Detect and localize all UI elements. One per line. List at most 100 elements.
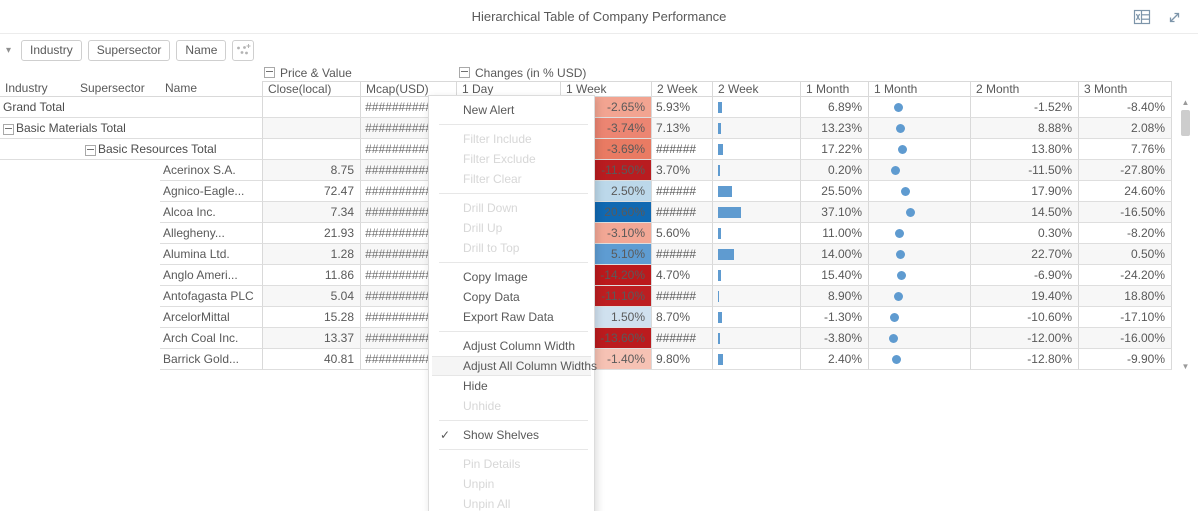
cell-1-month[interactable]: 2.40% xyxy=(800,349,868,370)
cell-name[interactable]: Alumina Ltd. xyxy=(0,244,262,265)
cell-name[interactable]: Basic Materials Total xyxy=(0,118,262,139)
cell-name[interactable]: Agnico-Eagle... xyxy=(0,181,262,202)
cell-mcap-usd[interactable]: ########## xyxy=(360,139,456,160)
menu-item-show-shelves[interactable]: Show Shelves ✓ xyxy=(429,425,594,445)
cell-3-month[interactable]: 2.08% xyxy=(1078,118,1172,139)
cell-2-week-bar[interactable] xyxy=(712,328,800,349)
cell-close-local[interactable]: 13.37 xyxy=(262,328,360,349)
cell-2-month[interactable]: 13.80% xyxy=(970,139,1078,160)
cell-name[interactable]: ArcelorMittal xyxy=(0,307,262,328)
cell-1-month-dot[interactable] xyxy=(868,286,970,307)
cell-close-local[interactable]: 11.86 xyxy=(262,265,360,286)
cell-name[interactable]: Arch Coal Inc. xyxy=(0,328,262,349)
menu-item-copy-data[interactable]: Copy Data xyxy=(463,290,520,304)
cell-1-month[interactable]: -3.80% xyxy=(800,328,868,349)
scroll-up-icon[interactable]: ▲ xyxy=(1181,98,1190,107)
cell-2-week[interactable]: ###### xyxy=(651,139,712,160)
column-header-name-2[interactable]: Name xyxy=(160,81,262,97)
cell-mcap-usd[interactable]: ########## xyxy=(360,349,456,370)
cell-1-month[interactable]: 8.90% xyxy=(800,286,868,307)
cell-2-month[interactable]: 17.90% xyxy=(970,181,1078,202)
cell-2-month[interactable]: 14.50% xyxy=(970,202,1078,223)
cell-1-month[interactable]: -1.30% xyxy=(800,307,868,328)
cell-mcap-usd[interactable]: ########## xyxy=(360,307,456,328)
cell-close-local[interactable]: 5.04 xyxy=(262,286,360,307)
cell-close-local[interactable] xyxy=(262,139,360,160)
excel-export-icon[interactable] xyxy=(1132,8,1152,26)
cell-1-month-dot[interactable] xyxy=(868,223,970,244)
column-header-industry-0[interactable]: Industry xyxy=(0,81,75,97)
cell-2-week-bar[interactable] xyxy=(712,202,800,223)
menu-item-export-raw-data[interactable]: Export Raw Data xyxy=(463,310,554,324)
cell-name[interactable]: Basic Resources Total xyxy=(0,139,262,160)
cell-2-week-bar[interactable] xyxy=(712,97,800,118)
scrollbar-thumb[interactable] xyxy=(1181,110,1190,136)
cell-2-month[interactable]: 19.40% xyxy=(970,286,1078,307)
cell-name[interactable]: Grand Total xyxy=(0,97,262,118)
cell-close-local[interactable]: 1.28 xyxy=(262,244,360,265)
menu-item-adjust-column-width[interactable]: Adjust Column Width xyxy=(463,339,576,353)
cell-1-month-dot[interactable] xyxy=(868,307,970,328)
cell-mcap-usd[interactable]: ########## xyxy=(360,97,456,118)
cell-2-week[interactable]: 3.70% xyxy=(651,160,712,181)
column-header-2-week-8[interactable]: 2 Week xyxy=(712,81,800,97)
cell-1-month[interactable]: 13.23% xyxy=(800,118,868,139)
cell-close-local[interactable]: 7.34 xyxy=(262,202,360,223)
menu-item-new-alert[interactable]: New Alert xyxy=(463,103,515,117)
shelf-chip-supersector[interactable]: Supersector xyxy=(87,39,171,61)
table-row[interactable]: ArcelorMittal 15.28 ########## 1.50% 8.70% -1… xyxy=(0,307,1172,328)
cell-2-month[interactable]: -6.90% xyxy=(970,265,1078,286)
cell-2-month[interactable]: -12.00% xyxy=(970,328,1078,349)
cell-3-month[interactable]: -16.00% xyxy=(1078,328,1172,349)
cell-2-week-bar[interactable] xyxy=(712,118,800,139)
cell-2-week-bar[interactable] xyxy=(712,139,800,160)
cell-1-month-dot[interactable] xyxy=(868,97,970,118)
cell-name[interactable]: Allegheny... xyxy=(0,223,262,244)
cell-1-month[interactable]: 14.00% xyxy=(800,244,868,265)
cell-3-month[interactable]: 18.80% xyxy=(1078,286,1172,307)
cell-1-month[interactable]: 25.50% xyxy=(800,181,868,202)
collapse-group-icon[interactable] xyxy=(459,67,470,78)
cell-1-month-dot[interactable] xyxy=(868,181,970,202)
cell-3-month[interactable]: -17.10% xyxy=(1078,307,1172,328)
cell-1-month-dot[interactable] xyxy=(868,244,970,265)
table-row[interactable]: Anglo Ameri... 11.86 ########## -14.20% 4.70… xyxy=(0,265,1172,286)
cell-mcap-usd[interactable]: ########## xyxy=(360,223,456,244)
collapse-row-icon[interactable] xyxy=(3,124,14,135)
cell-name[interactable]: Acerinox S.A. xyxy=(0,160,262,181)
cell-2-week[interactable]: ###### xyxy=(651,181,712,202)
column-header-supersector-1[interactable]: Supersector xyxy=(75,81,160,97)
column-header-3-month-12[interactable]: 3 Month xyxy=(1078,81,1172,97)
vertical-scrollbar[interactable]: ▲ ▼ xyxy=(1180,98,1191,372)
collapse-group-icon[interactable] xyxy=(264,67,275,78)
cell-name[interactable]: Alcoa Inc. xyxy=(0,202,262,223)
cell-1-month-dot[interactable] xyxy=(868,265,970,286)
cell-1-month[interactable]: 6.89% xyxy=(800,97,868,118)
cell-name[interactable]: Antofagasta PLC xyxy=(0,286,262,307)
add-visual-icon[interactable] xyxy=(232,39,255,61)
cell-3-month[interactable]: -8.20% xyxy=(1078,223,1172,244)
cell-1-month-dot[interactable] xyxy=(868,160,970,181)
cell-1-month[interactable]: 15.40% xyxy=(800,265,868,286)
cell-1-month-dot[interactable] xyxy=(868,328,970,349)
chevron-down-icon[interactable]: ▾ xyxy=(6,44,12,56)
cell-mcap-usd[interactable]: ########## xyxy=(360,265,456,286)
cell-1-month[interactable]: 37.10% xyxy=(800,202,868,223)
cell-2-week-bar[interactable] xyxy=(712,286,800,307)
cell-3-month[interactable]: -16.50% xyxy=(1078,202,1172,223)
cell-close-local[interactable] xyxy=(262,97,360,118)
cell-close-local[interactable]: 72.47 xyxy=(262,181,360,202)
cell-2-week-bar[interactable] xyxy=(712,160,800,181)
cell-2-week-bar[interactable] xyxy=(712,244,800,265)
shelf-chip-name[interactable]: Name xyxy=(176,39,227,61)
cell-2-week-bar[interactable] xyxy=(712,265,800,286)
collapse-row-icon[interactable] xyxy=(85,145,96,156)
cell-2-week-bar[interactable] xyxy=(712,349,800,370)
cell-2-month[interactable]: 22.70% xyxy=(970,244,1078,265)
column-header-1-month-9[interactable]: 1 Month xyxy=(800,81,868,97)
cell-close-local[interactable] xyxy=(262,118,360,139)
cell-3-month[interactable]: 7.76% xyxy=(1078,139,1172,160)
cell-2-week[interactable]: ###### xyxy=(651,244,712,265)
column-header-2-month-11[interactable]: 2 Month xyxy=(970,81,1078,97)
expand-icon[interactable] xyxy=(1164,8,1184,26)
